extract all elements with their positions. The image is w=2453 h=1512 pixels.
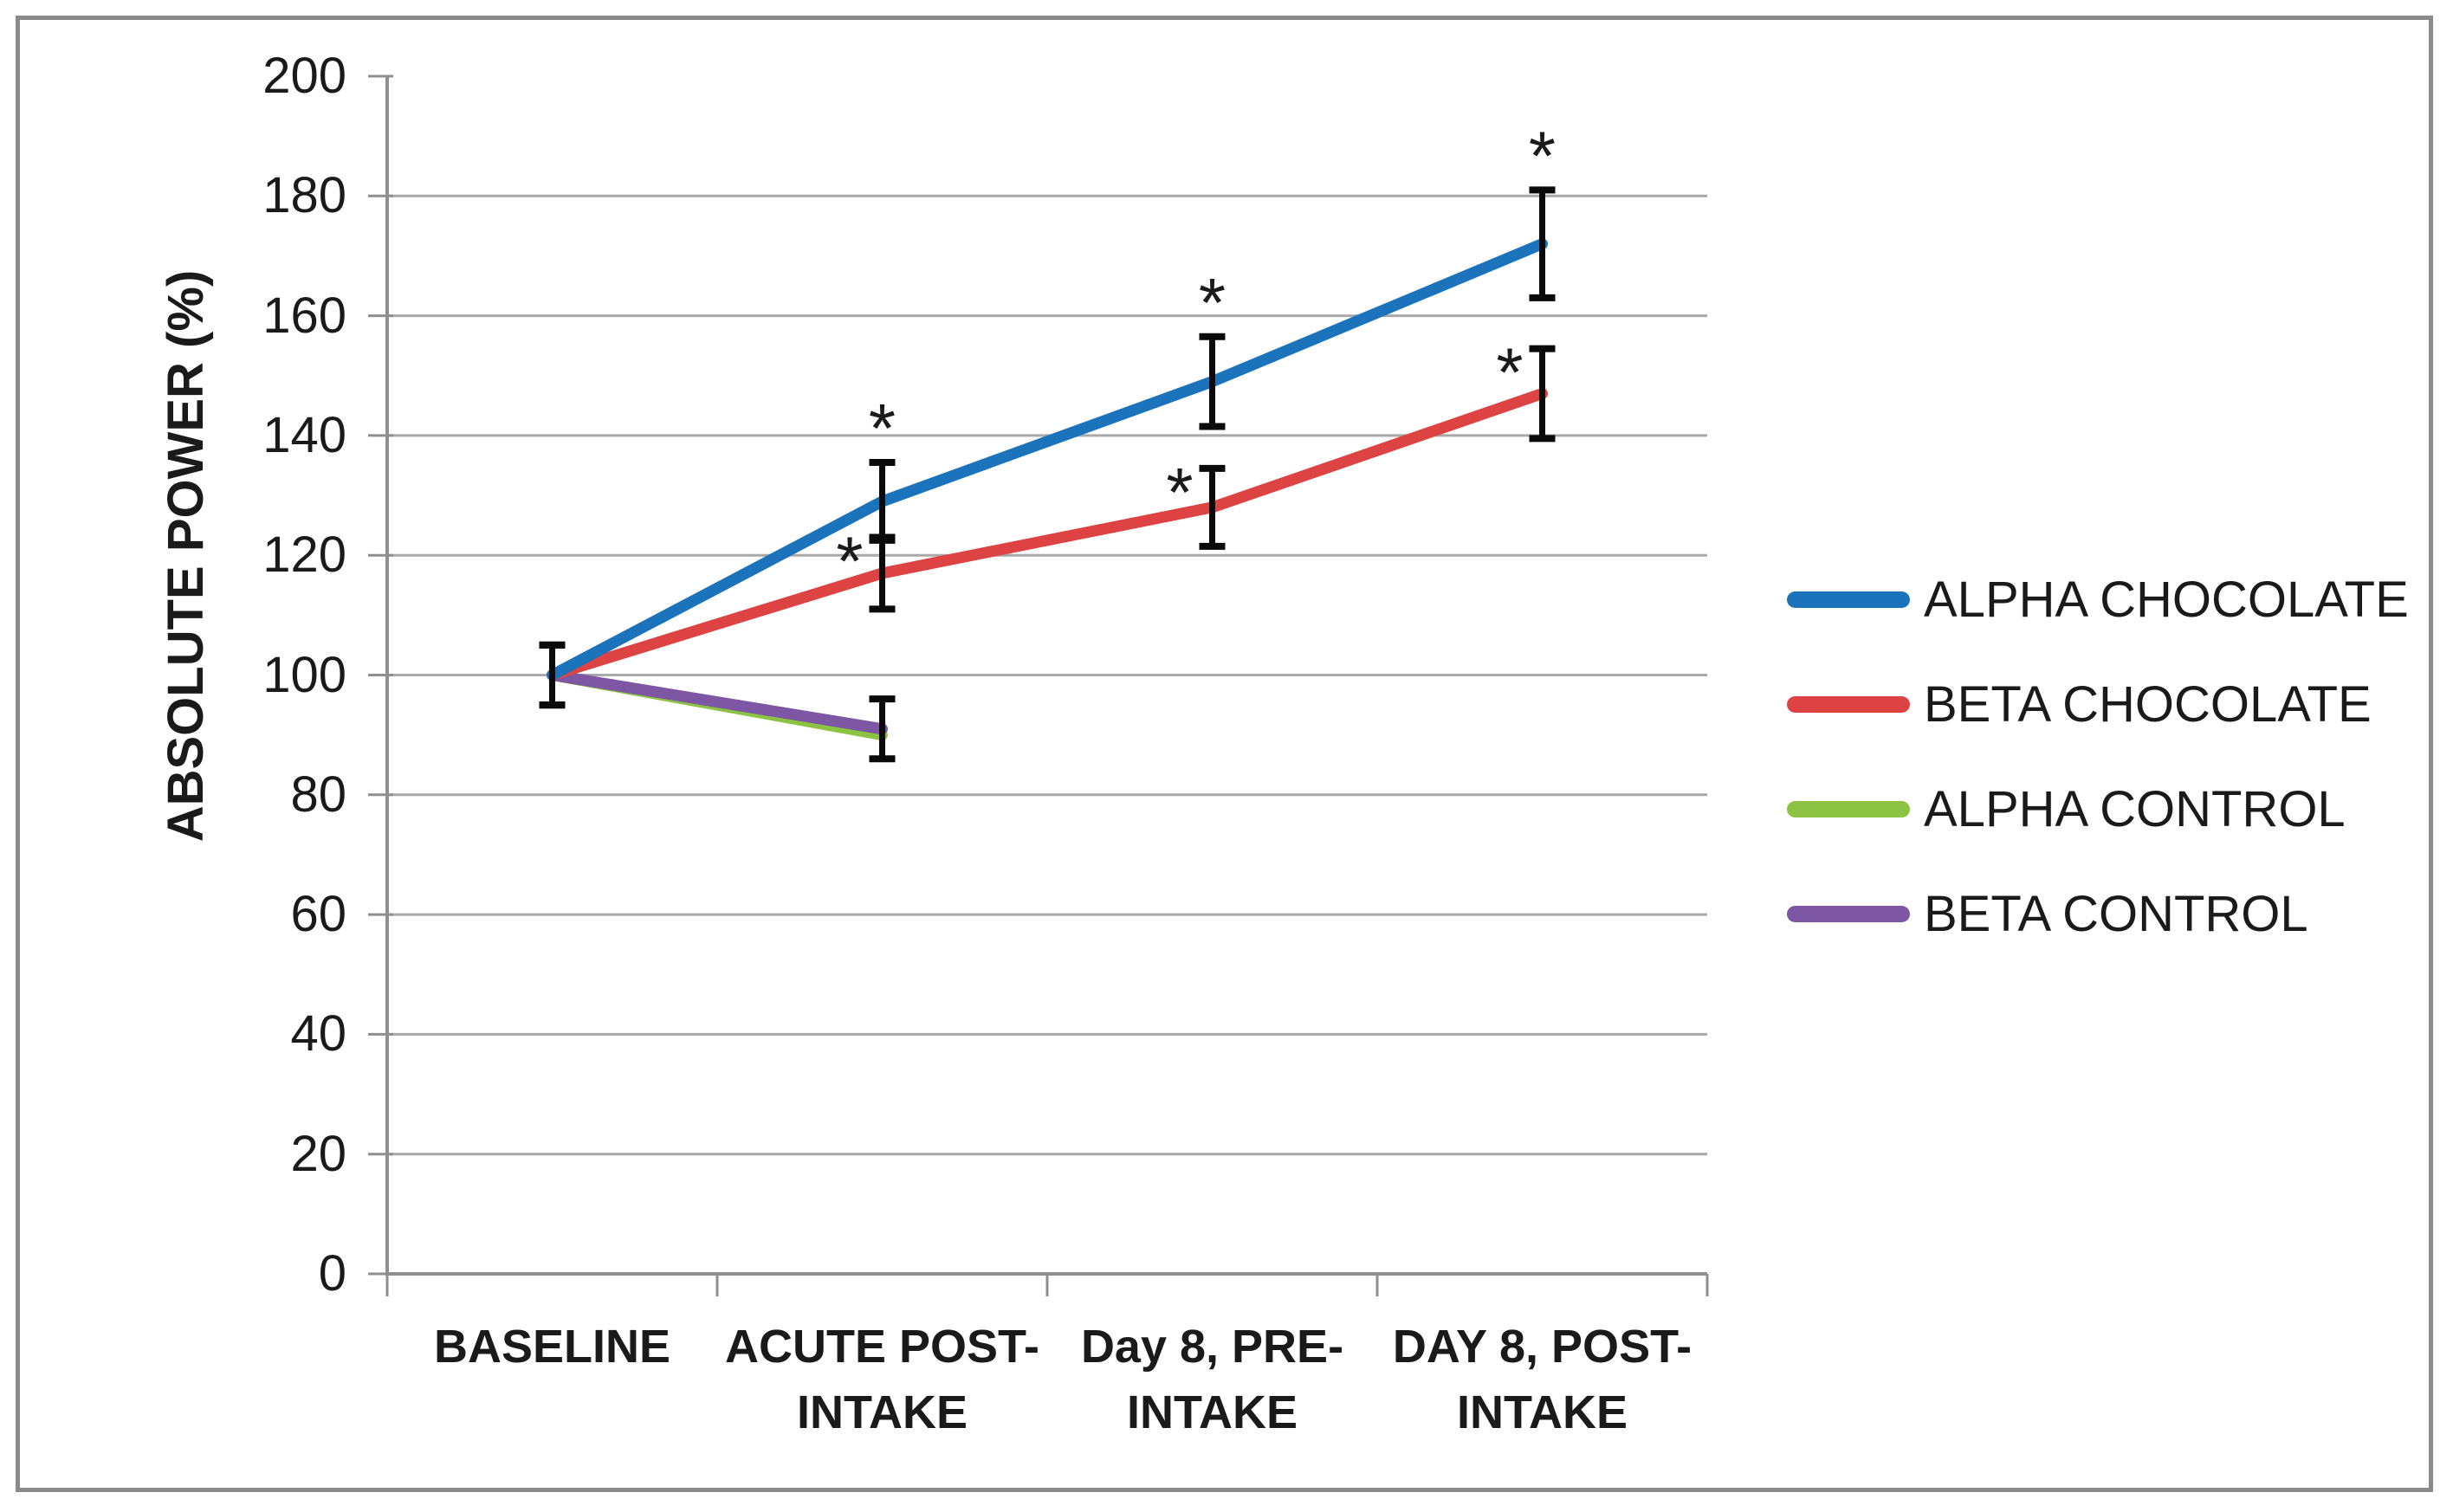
legend-label: BETA CHOCOLATE xyxy=(1924,676,2372,733)
significance-asterisk: * xyxy=(1199,264,1226,341)
significance-asterisk: * xyxy=(1496,334,1523,411)
y-tick-label: 200 xyxy=(262,48,346,104)
x-category-label: Day 8, PRE- INTAKE xyxy=(1080,1321,1344,1438)
y-tick-label: 40 xyxy=(290,1005,346,1063)
chart-frame xyxy=(16,16,2433,1492)
legend-swatch-alpha-control xyxy=(1787,801,1910,817)
legend: ALPHA CHOCOLATE BETA CHOCOLATE ALPHA CONTR… xyxy=(1787,547,2409,966)
legend-label: BETA CONTROL xyxy=(1924,886,2308,942)
y-tick-label: 20 xyxy=(290,1125,346,1182)
significance-asterisk: * xyxy=(869,390,896,467)
legend-item: ALPHA CHOCOLATE xyxy=(1787,547,2409,652)
y-tick-label: 120 xyxy=(262,527,346,584)
series-line-beta-chocolate xyxy=(547,387,1548,681)
significance-asterisk: * xyxy=(1166,454,1193,531)
legend-swatch-alpha-chocolate xyxy=(1787,591,1910,608)
legend-item: BETA CONTROL xyxy=(1787,862,2409,966)
legend-item: BETA CHOCOLATE xyxy=(1787,652,2409,757)
legend-swatch-beta-chocolate xyxy=(1787,696,1910,713)
x-category-label: BASELINE xyxy=(433,1321,671,1373)
y-tick-label: 160 xyxy=(262,287,346,344)
x-category-label: ACUTE POST- INTAKE xyxy=(724,1321,1040,1438)
y-tick-label: 60 xyxy=(290,886,346,943)
y-tick-label: 100 xyxy=(262,646,346,703)
significance-asterisk: * xyxy=(1529,117,1556,194)
series-line-beta-control xyxy=(547,669,888,735)
legend-item: ALPHA CONTROL xyxy=(1787,757,2409,862)
x-category-label: DAY 8, POST- INTAKE xyxy=(1392,1321,1693,1438)
y-tick-label: 0 xyxy=(318,1245,346,1302)
significance-asterisk: * xyxy=(836,522,863,599)
legend-label: ALPHA CONTROL xyxy=(1924,781,2346,837)
series-line-alpha-chocolate xyxy=(547,238,1548,681)
legend-swatch-beta-control xyxy=(1787,906,1910,922)
y-tick-label: 80 xyxy=(290,766,346,823)
y-tick-label: 180 xyxy=(262,167,346,224)
y-tick-label: 140 xyxy=(262,406,346,463)
legend-label: ALPHA CHOCOLATE xyxy=(1924,572,2409,628)
